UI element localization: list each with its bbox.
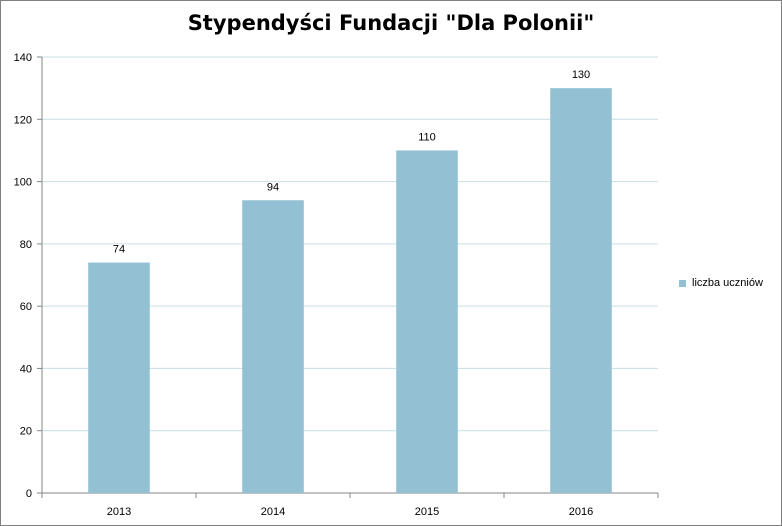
y-tick-label: 20	[20, 426, 32, 438]
y-tick-label: 80	[20, 239, 32, 251]
bar-2016	[550, 88, 612, 494]
x-tick-label: 2016	[569, 506, 593, 518]
y-tick-label: 40	[20, 363, 32, 375]
y-tick-label: 120	[14, 114, 32, 126]
data-label: 74	[113, 244, 125, 256]
data-label: 94	[267, 181, 279, 193]
bar-2014	[242, 200, 304, 493]
x-tick-label: 2014	[261, 506, 285, 518]
data-label: 110	[418, 131, 436, 143]
legend: liczba uczniów	[679, 277, 763, 289]
bar-2013	[88, 262, 150, 493]
chart-title: Stypendyści Fundacji "Dla Polonii"	[187, 11, 595, 35]
bar-2015	[396, 150, 458, 493]
x-tick-label: 2013	[107, 506, 131, 518]
x-tick-label: 2015	[415, 506, 439, 518]
y-tick-label: 0	[26, 488, 32, 500]
y-tick-label: 60	[20, 301, 32, 313]
legend-swatch	[679, 279, 686, 287]
y-tick-label: 140	[14, 52, 32, 64]
legend-label: liczba uczniów	[692, 277, 763, 289]
y-tick-label: 100	[14, 177, 32, 189]
data-label: 130	[572, 69, 590, 81]
